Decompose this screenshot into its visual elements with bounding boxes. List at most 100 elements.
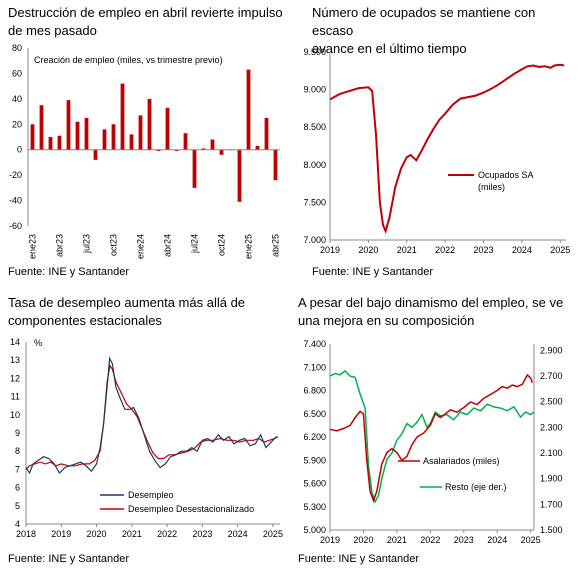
y-tick-label: 8.000	[303, 160, 326, 170]
chart-annotation: Creación de empleo (miles, vs trimestre …	[34, 55, 223, 65]
legend-label: Asalariados (miles)	[423, 456, 500, 466]
panel3-title: Tasa de desempleo aumenta más allá de co…	[8, 294, 288, 330]
y-tick-label-right: 2.500	[540, 397, 563, 407]
y-tick-label-left: 6.800	[303, 386, 326, 396]
y-tick-label: 5	[15, 501, 20, 511]
panel2-title-line2: avance en el último tiempo	[312, 41, 467, 56]
panel3-title-line2: componentes estacionales	[8, 313, 162, 328]
y-tick-label: 20	[12, 119, 22, 129]
bar	[156, 149, 161, 151]
line-chart-ocupados: 7.000 7.500 8.000 8.500 9.000 9.500 2019 2020 20…	[303, 47, 570, 255]
bar	[201, 148, 206, 150]
panel4-title-line1: A pesar del bajo dinamismo del empleo, s…	[298, 295, 564, 310]
y-tick-label: 0	[17, 145, 22, 155]
legend-label: Desempleo	[128, 490, 174, 500]
bar	[30, 124, 35, 150]
x-tick-label: 2022	[157, 529, 177, 539]
y-unit-label: %	[34, 338, 42, 348]
x-tick-label: 2025	[521, 535, 541, 545]
x-tick-label: oct24	[217, 234, 227, 256]
panel3-title-line1: Tasa de desempleo aumenta más allá de	[8, 295, 246, 310]
series-line-ocupados	[329, 63, 565, 234]
series-line-asalariados	[329, 373, 534, 503]
x-tick-label: 2024	[512, 245, 532, 255]
x-tick-label: 2023	[473, 245, 493, 255]
y-tick-label: 11	[11, 392, 20, 402]
legend-label: Desempleo Desestacionalizado	[128, 504, 254, 514]
x-tick-label: jul24	[190, 234, 200, 254]
x-tick-label: 2019	[320, 245, 340, 255]
y-tick-label: 13	[10, 355, 20, 365]
y-tick-label: -60	[9, 221, 22, 231]
y-tick-label: 9.000	[303, 85, 326, 95]
x-tick-label: abr24	[163, 234, 173, 257]
bar	[138, 115, 143, 150]
x-tick-label: 2025	[263, 529, 283, 539]
series-line-desempleo	[25, 356, 277, 475]
x-tick-label: ene23	[28, 234, 38, 259]
bar	[255, 145, 260, 150]
bar	[111, 124, 116, 150]
x-tick-label: 2021	[397, 245, 417, 255]
x-tick-label: 2021	[387, 535, 407, 545]
y-tick-label-right: 1.900	[540, 474, 563, 484]
y-tick-label: 80	[12, 43, 22, 53]
y-tick-label: -20	[9, 170, 22, 180]
panel4-title: A pesar del bajo dinamismo del empleo, s…	[298, 294, 576, 330]
x-tick-label: abr23	[55, 234, 65, 257]
bar	[264, 117, 269, 150]
x-tick-label: 2024	[487, 535, 507, 545]
line-chart-desempleo: 4 5 6 7 8 9 10 11 12 13 14 % 2018 2019 2020 2021 2022 202…	[10, 337, 283, 539]
y-tick-label-right: 2.900	[540, 345, 563, 355]
x-tick-label: 2023	[454, 535, 474, 545]
y-tick-label: 14	[10, 337, 20, 347]
x-tick-label: ene24	[136, 234, 146, 259]
panel4-source: Fuente: INE y Santander	[298, 553, 420, 565]
x-tick-label: 2018	[16, 529, 36, 539]
x-tick-label: ene25	[244, 234, 254, 259]
y-tick-label: 12	[10, 373, 20, 383]
y-tick-label-right: 1.700	[540, 499, 563, 509]
bar	[102, 129, 107, 150]
bar	[183, 133, 188, 150]
panel1-title-line1: Destrucción de empleo en abril revierte …	[8, 5, 283, 20]
bar	[219, 149, 224, 155]
bar	[174, 149, 179, 151]
x-tick-label: 2024	[228, 529, 248, 539]
x-tick-label: 2022	[435, 245, 455, 255]
legend-label: Ocupados SA	[478, 170, 534, 180]
panel2-title: Número de ocupados se mantiene con escas…	[312, 4, 574, 58]
bar	[165, 107, 170, 150]
y-tick-label: 7	[15, 464, 20, 474]
y-tick-label-right: 2.100	[540, 448, 563, 458]
panel2-source: Fuente: INE y Santander	[312, 266, 434, 278]
x-tick-label: 2020	[358, 245, 378, 255]
y-tick-label: 40	[12, 94, 22, 104]
y-tick-label-left: 5.900	[303, 455, 326, 465]
bar	[192, 149, 197, 188]
line-chart-composicion: 5.000 5.300 5.600 5.900 6.200 6.500 6.800 7.100…	[303, 339, 563, 545]
y-tick-label-right: 1.500	[540, 525, 563, 535]
panel1-title-line2: de mes pasado	[8, 23, 97, 38]
y-tick-label: 9.500	[303, 47, 326, 57]
y-tick-label-left: 5.000	[303, 525, 326, 535]
y-tick-label: 7.500	[303, 197, 326, 207]
series-line-resto	[329, 369, 535, 504]
x-tick-label: 2020	[353, 535, 373, 545]
y-tick-label: 7.000	[303, 235, 326, 245]
panel2-title-line1: Número de ocupados se mantiene con escas…	[312, 5, 536, 38]
y-tick-label: 9	[15, 428, 20, 438]
y-tick-label: 10	[10, 410, 20, 420]
y-tick-label: 8	[15, 446, 20, 456]
x-tick-label: oct23	[109, 234, 119, 256]
bar	[66, 100, 71, 150]
y-tick-label-left: 7.100	[303, 362, 326, 372]
y-tick-label-left: 7.400	[303, 339, 326, 349]
bar	[75, 121, 80, 150]
x-tick-label: abr25	[271, 234, 281, 257]
bar	[48, 137, 53, 150]
bar	[120, 83, 125, 150]
y-tick-label-right: 2.700	[540, 371, 563, 381]
x-tick-label: 2019	[51, 529, 71, 539]
panel1-source: Fuente: INE y Santander	[8, 266, 130, 278]
